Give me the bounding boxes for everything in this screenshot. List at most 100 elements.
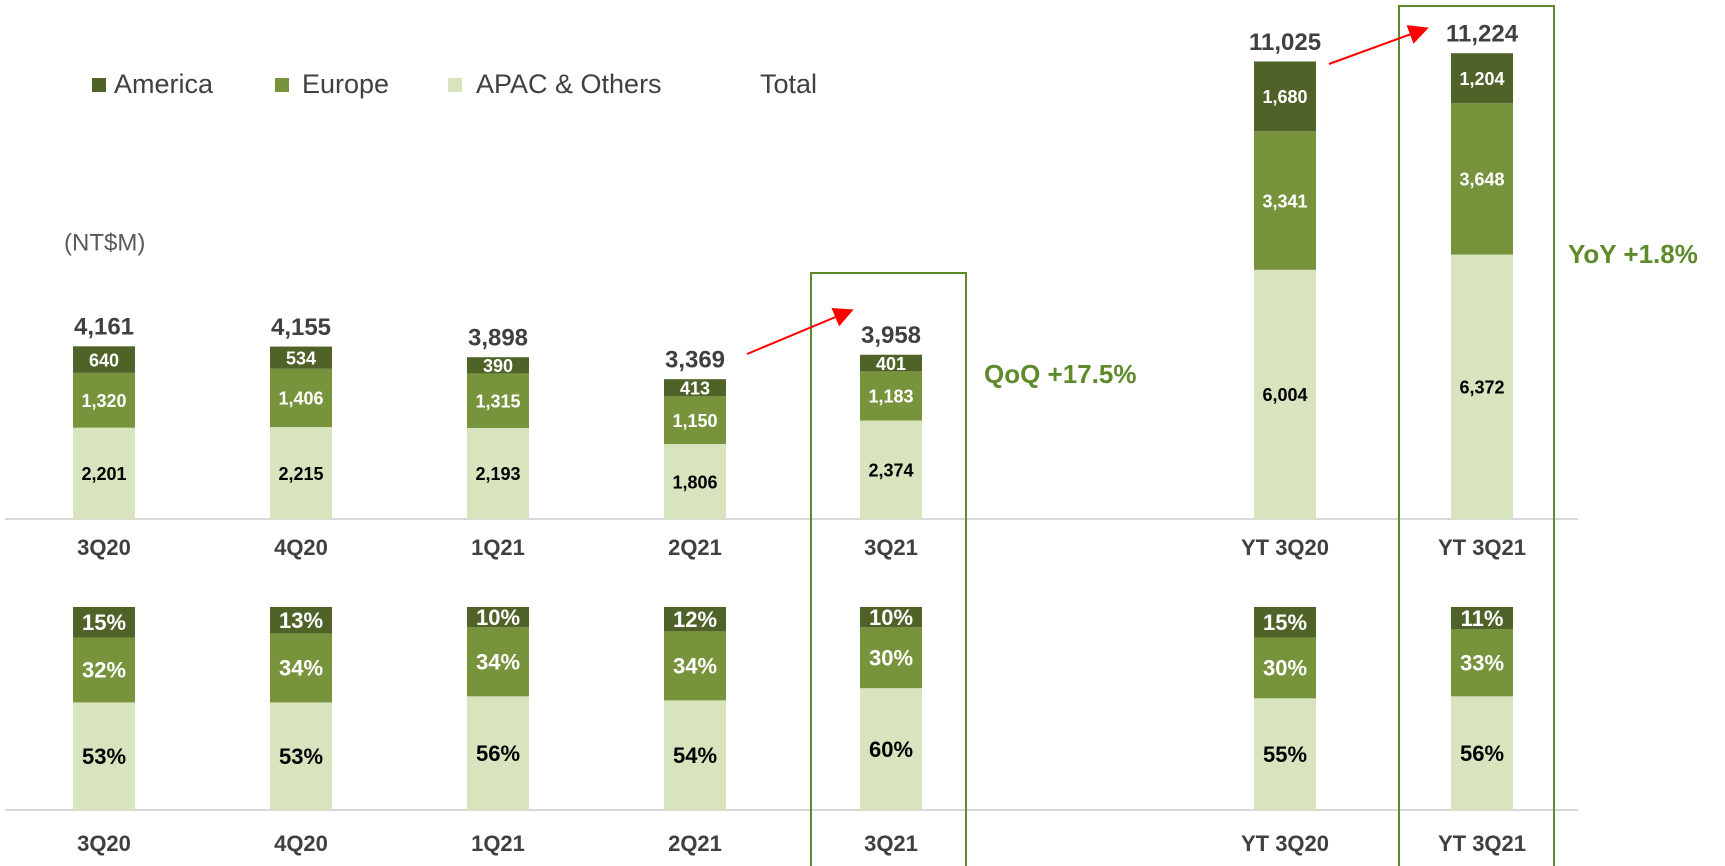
legend-swatch — [92, 78, 106, 92]
bar-segment — [664, 631, 726, 701]
bar-segment — [270, 368, 332, 428]
bar-segment — [860, 627, 922, 689]
yoy-annotation: YoY +1.8% — [1568, 239, 1698, 269]
bar-segment — [860, 354, 922, 372]
bar-segment — [1451, 696, 1513, 810]
bar-segment — [860, 688, 922, 810]
bar-segment — [1451, 53, 1513, 104]
x-tick-label: 2Q21 — [668, 535, 722, 560]
x-tick-label: 3Q20 — [77, 831, 131, 856]
total-label: 3,958 — [861, 322, 921, 349]
bar-segment — [860, 607, 922, 628]
data-label: 30% — [869, 646, 913, 671]
data-label: 6,372 — [1459, 378, 1504, 398]
bar-segment — [467, 607, 529, 628]
legend-label: America — [114, 69, 214, 99]
data-label: 3,648 — [1459, 170, 1504, 190]
bar-segment — [1451, 629, 1513, 697]
data-label: 11% — [1461, 606, 1504, 631]
arrow — [1328, 25, 1429, 65]
x-tick-label: YT 3Q21 — [1438, 535, 1526, 560]
x-tick-label: 1Q21 — [471, 535, 525, 560]
bar-segment — [467, 357, 529, 374]
x-tick-label: YT 3Q20 — [1241, 831, 1329, 856]
x-tick-label: YT 3Q21 — [1438, 831, 1526, 856]
x-tick-label: 2Q21 — [668, 831, 722, 856]
data-label: 10% — [476, 605, 520, 630]
bar-segment — [1451, 103, 1513, 255]
unit-label: (NT$M) — [64, 229, 145, 256]
data-label: 55% — [1263, 742, 1307, 767]
legend-swatch — [448, 78, 462, 92]
x-tick-label: 3Q21 — [864, 535, 918, 560]
x-tick-label: 3Q20 — [77, 535, 131, 560]
bar-segment — [1254, 637, 1316, 699]
legend-label: Total — [760, 69, 817, 99]
data-label: 1,806 — [672, 472, 717, 492]
data-label: 3,341 — [1262, 191, 1307, 211]
bar-segment — [664, 444, 726, 519]
bar-segment — [270, 427, 332, 519]
bar-segment — [1254, 61, 1316, 132]
bar-segment — [1254, 131, 1316, 270]
data-label: 56% — [1460, 741, 1504, 766]
bar-segment — [73, 372, 135, 428]
x-tick-label: 3Q21 — [864, 831, 918, 856]
bar-segment — [1451, 254, 1513, 519]
total-label: 3,369 — [665, 347, 725, 374]
data-label: 54% — [673, 743, 717, 768]
x-tick-label: 4Q20 — [274, 831, 328, 856]
data-label: 34% — [279, 656, 323, 681]
data-label: 2,215 — [278, 464, 323, 484]
data-label: 2,193 — [475, 464, 520, 484]
bar-segment — [1451, 607, 1513, 630]
highlight-box — [810, 272, 967, 866]
bar-segment — [73, 427, 135, 519]
data-label: 1,315 — [475, 391, 520, 411]
bar-segment — [270, 346, 332, 369]
data-label: 6,004 — [1262, 385, 1307, 405]
data-label: 10% — [869, 605, 913, 630]
legend-label: APAC & Others — [476, 69, 662, 99]
data-label: 34% — [476, 650, 520, 675]
bar-segment — [270, 702, 332, 810]
data-label: 34% — [673, 654, 717, 679]
data-label: 53% — [279, 744, 323, 769]
data-label: 2,201 — [81, 464, 126, 484]
bar-segment — [664, 379, 726, 397]
total-label: 11,224 — [1446, 21, 1519, 48]
bar-segment — [860, 420, 922, 519]
qoq-annotation: QoQ +17.5% — [984, 359, 1136, 389]
data-label: 2,374 — [868, 460, 913, 480]
data-label: 33% — [1460, 651, 1504, 676]
data-label: 15% — [82, 610, 126, 635]
arrow — [746, 307, 854, 355]
data-label: 640 — [89, 350, 119, 370]
bar-segment — [73, 702, 135, 810]
bar-segment — [270, 633, 332, 703]
total-label: 4,155 — [271, 314, 331, 341]
data-label: 390 — [483, 356, 513, 376]
bar-segment — [467, 427, 529, 519]
bar-segment — [664, 396, 726, 445]
data-label: 32% — [82, 658, 126, 683]
total-label: 4,161 — [74, 314, 134, 341]
data-label: 1,183 — [868, 387, 913, 407]
bar-segment — [1254, 269, 1316, 519]
data-label: 1,680 — [1262, 87, 1307, 107]
data-label: 30% — [1263, 656, 1307, 681]
data-label: 1,150 — [672, 411, 717, 431]
data-label: 1,204 — [1459, 69, 1504, 89]
bar-segment — [270, 607, 332, 634]
bar-segment — [467, 373, 529, 428]
bar-segment — [860, 371, 922, 421]
x-tick-label: YT 3Q20 — [1241, 535, 1329, 560]
data-label: 1,320 — [81, 391, 126, 411]
bar-segment — [1254, 607, 1316, 638]
data-label: 53% — [82, 744, 126, 769]
data-label: 413 — [680, 379, 710, 399]
x-tick-label: 4Q20 — [274, 535, 328, 560]
bar-segment — [73, 607, 135, 638]
highlight-box — [1398, 5, 1555, 866]
